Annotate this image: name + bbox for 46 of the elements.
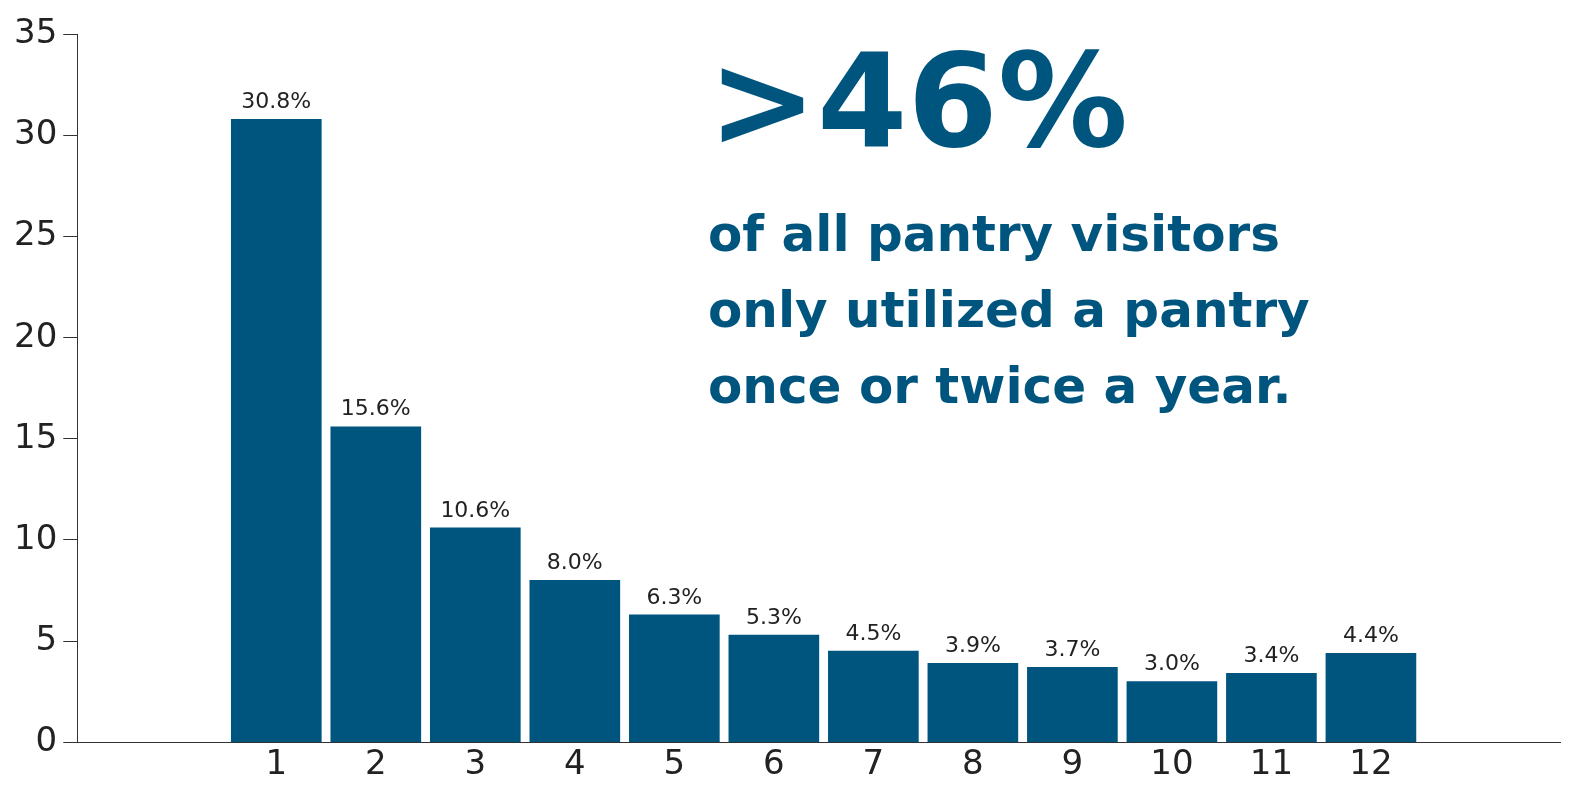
x-tick-label: 4: [564, 742, 586, 783]
bar: [927, 663, 1019, 743]
bar: [728, 634, 820, 743]
data-label: 3.7%: [1044, 636, 1101, 662]
annotation: >46%: [708, 25, 1130, 177]
x-tick-label: 1: [265, 742, 288, 783]
data-label: 3.0%: [1143, 650, 1200, 676]
y-tick-label: 5: [35, 617, 58, 658]
bar: [429, 527, 521, 743]
data-label: 15.6%: [340, 395, 411, 421]
y-tick-label: 35: [14, 11, 58, 52]
x-tick-label: 8: [962, 742, 984, 783]
x-tick-label: 11: [1249, 742, 1294, 783]
bar: [828, 650, 919, 743]
data-label: 10.6%: [440, 496, 511, 522]
bar: [529, 580, 621, 743]
x-tick-label: 2: [364, 742, 387, 783]
bar: [1325, 652, 1417, 743]
y-tick-label: 10: [14, 516, 58, 557]
y-tick-label: 20: [14, 314, 58, 355]
bar: [1226, 673, 1317, 743]
y-tick-label: 0: [35, 719, 58, 760]
bar: [1027, 667, 1118, 743]
data-label: 6.3%: [646, 583, 703, 609]
y-tick-label: 15: [14, 415, 58, 456]
y-tick-label: 30: [14, 112, 58, 153]
data-label: 3.4%: [1243, 642, 1300, 668]
bar: [330, 426, 422, 743]
bar: [629, 614, 720, 743]
data-label: 8.0%: [546, 549, 603, 575]
x-tick-label: 9: [1061, 742, 1084, 783]
bar: [1126, 681, 1218, 743]
bar: [230, 119, 322, 743]
data-label: 5.3%: [745, 603, 802, 629]
annotation: of all pantry visitors only utilized a pantry once or twice a year.: [708, 204, 1310, 417]
x-tick-label: 5: [663, 742, 686, 783]
x-tick-label: 6: [763, 742, 785, 783]
data-label: 4.4%: [1342, 621, 1399, 647]
x-tick-label: 7: [862, 742, 885, 783]
data-label: 3.9%: [944, 632, 1001, 658]
x-tick-label: 3: [464, 742, 487, 783]
data-label: 30.8%: [241, 88, 312, 114]
x-tick-label: 10: [1150, 742, 1194, 783]
x-tick-label: 12: [1349, 742, 1393, 783]
data-label: 4.5%: [845, 619, 902, 645]
y-tick-label: 25: [14, 213, 58, 254]
